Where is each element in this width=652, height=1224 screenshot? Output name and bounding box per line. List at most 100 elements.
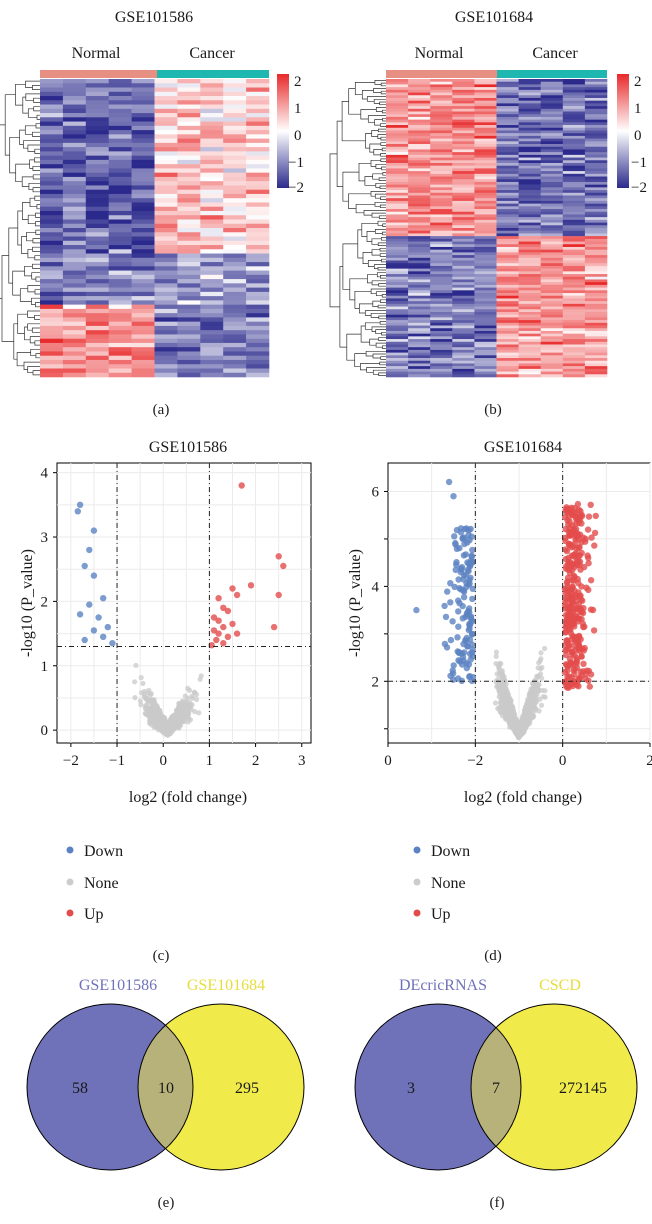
heatmap-cell-a bbox=[62, 96, 87, 101]
heatmap-cell-a bbox=[40, 181, 64, 186]
heatmap-cell-b bbox=[430, 371, 453, 375]
heatmap-cell-b bbox=[430, 306, 453, 310]
heatmap-cell-b bbox=[562, 79, 586, 83]
heatmap-cell-b bbox=[408, 87, 431, 91]
point-up-c bbox=[280, 562, 287, 570]
heatmap-cell-b bbox=[474, 84, 497, 88]
heatmap-cell-b bbox=[408, 230, 431, 234]
heatmap-cell-a bbox=[200, 100, 224, 105]
heatmap-cell-b bbox=[518, 149, 541, 153]
heatmap-cell-b bbox=[474, 209, 497, 213]
heatmap-cell-a bbox=[131, 304, 155, 310]
dendrogram-branch-b bbox=[374, 80, 386, 85]
heatmap-cell-b bbox=[452, 358, 475, 362]
heatmap-cell-b bbox=[540, 333, 564, 337]
point-none-c bbox=[133, 662, 139, 668]
heatmap-cell-b bbox=[540, 252, 564, 256]
heatmap-cell-b bbox=[518, 236, 541, 240]
heatmap-cell-b bbox=[540, 114, 564, 118]
heatmap-cell-b bbox=[474, 241, 497, 245]
heatmap-cell-b bbox=[496, 339, 519, 343]
heatmap-cell-a bbox=[62, 189, 87, 195]
heatmap-cell-a bbox=[177, 372, 201, 378]
heatmap-cell-a bbox=[108, 134, 132, 139]
heatmap-cell-b bbox=[452, 298, 475, 302]
heatmap-cell-a bbox=[177, 206, 201, 212]
heatmap-cell-b bbox=[518, 81, 541, 85]
heatmap-cell-a bbox=[200, 155, 224, 161]
heatmap-cell-b bbox=[474, 176, 497, 180]
point-up-d bbox=[580, 660, 587, 667]
heatmap-cell-b bbox=[386, 228, 409, 232]
heatmap-cell-b bbox=[518, 366, 541, 370]
heatmap-cell-b bbox=[584, 295, 608, 299]
heatmap-cell-b bbox=[496, 349, 519, 353]
legend-label-none-c: None bbox=[84, 875, 119, 892]
heatmap-cell-a bbox=[62, 245, 87, 250]
heatmap-cell-b bbox=[408, 347, 431, 351]
heatmap-cell-b bbox=[584, 92, 608, 96]
heatmap-cell-a bbox=[246, 291, 270, 297]
heatmap-cell-b bbox=[452, 314, 475, 318]
heatmap-cell-b bbox=[474, 322, 497, 326]
heatmap-cell-b bbox=[518, 84, 541, 88]
heatmap-cell-b bbox=[452, 111, 475, 115]
heatmap-cell-b bbox=[408, 244, 431, 248]
heatmap-cell-a bbox=[223, 347, 247, 352]
heatmap-cell-a bbox=[85, 142, 109, 148]
point-none-d bbox=[493, 679, 499, 685]
heatmap-cell-b bbox=[452, 336, 475, 340]
heatmap-cell-a bbox=[246, 108, 270, 114]
heatmap-cell-b bbox=[562, 214, 586, 218]
heatmap-cell-b bbox=[496, 211, 519, 215]
heatmap-cell-a bbox=[177, 193, 201, 199]
heatmap-cell-a bbox=[154, 257, 178, 263]
heatmap-cell-a bbox=[154, 317, 178, 322]
heatmap-cell-b bbox=[562, 368, 586, 372]
heatmap-cell-b bbox=[452, 149, 475, 153]
heatmap-cell-b bbox=[452, 265, 475, 269]
heatmap-cell-b bbox=[584, 222, 608, 226]
heatmap-cell-b bbox=[474, 341, 497, 345]
heatmap-cell-b bbox=[474, 287, 497, 291]
heatmap-cell-b bbox=[540, 241, 564, 245]
heatmap-cell-a bbox=[223, 155, 247, 161]
heatmap-cell-a bbox=[131, 291, 155, 297]
heatmap-cell-b bbox=[496, 333, 519, 337]
heatmap-cell-a bbox=[200, 283, 224, 288]
heatmap-cell-b bbox=[474, 160, 497, 164]
heatmap-cell-a bbox=[40, 364, 64, 369]
heatmap-cell-b bbox=[584, 252, 608, 256]
heatmap-group-bar-cancer-a bbox=[157, 70, 269, 78]
heatmap-cell-b bbox=[584, 165, 608, 169]
heatmap-cell-b bbox=[562, 138, 586, 142]
heatmap-cell-a bbox=[62, 240, 87, 246]
heatmap-cell-a bbox=[154, 87, 178, 93]
heatmap-cell-a bbox=[223, 121, 247, 127]
heatmap-cell-a bbox=[223, 317, 247, 322]
heatmap-cell-b bbox=[452, 244, 475, 248]
heatmap-cell-a bbox=[200, 240, 224, 246]
heatmap-cell-b bbox=[474, 79, 497, 83]
heatmap-cell-b bbox=[386, 192, 409, 196]
heatmap-cell-a bbox=[131, 359, 155, 365]
heatmap-cell-a bbox=[131, 159, 155, 165]
point-down-d bbox=[468, 616, 475, 623]
y-axis-label-c: -log10 (P_value) bbox=[19, 549, 36, 657]
heatmap-cell-b bbox=[518, 184, 541, 188]
heatmap-cell-b bbox=[562, 268, 586, 272]
heatmap-cell-b bbox=[584, 228, 608, 232]
heatmap-cell-a bbox=[177, 308, 201, 314]
heatmap-cell-b bbox=[518, 125, 541, 129]
x-tick-label-c: 3 bbox=[298, 753, 306, 769]
heatmap-cell-a bbox=[223, 313, 247, 318]
point-up-d bbox=[580, 534, 587, 541]
point-none-d bbox=[504, 709, 510, 716]
point-down-d bbox=[469, 630, 476, 637]
heatmap-cell-a bbox=[62, 121, 87, 127]
heatmap-cell-a bbox=[223, 87, 247, 93]
heatmap-cell-b bbox=[386, 154, 409, 158]
heatmap-cell-b bbox=[518, 244, 541, 248]
heatmap-cell-a bbox=[200, 113, 224, 118]
heatmap-cell-a bbox=[62, 130, 87, 135]
